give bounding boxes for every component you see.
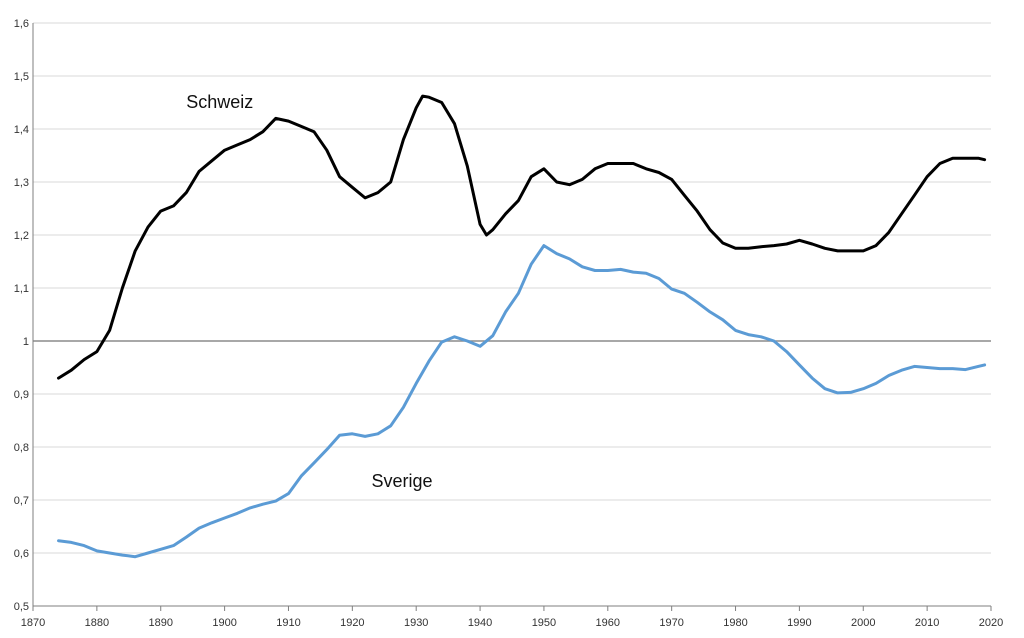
y-tick-label: 0,8 <box>14 442 29 454</box>
series-lines <box>57 94 987 559</box>
y-tick-label: 1,5 <box>14 71 29 83</box>
annotation-sverige: Sverige <box>371 471 432 491</box>
x-tick-label: 1920 <box>340 617 364 629</box>
x-tick-label: 1900 <box>212 617 236 629</box>
x-tick-labels: 1870 1880 1890 1900 1910 1920 1930 1940 1950 1960… <box>21 606 1003 629</box>
x-tick-label: 1990 <box>787 617 811 629</box>
y-tick-labels: 0,5 0,6 0,7 0,8 0,9 1 1,1 1,2 1,3 1,4 1,5 1,6 <box>14 18 29 613</box>
x-tick-label: 1940 <box>468 617 492 629</box>
series-line-schweiz <box>57 94 987 380</box>
x-tick-label: 2000 <box>851 617 875 629</box>
gridlines <box>33 22 991 554</box>
x-tick-label: 2020 <box>979 617 1003 629</box>
y-tick-label: 0,9 <box>14 389 29 401</box>
x-tick-label: 1970 <box>659 617 683 629</box>
x-tick-label: 1960 <box>596 617 620 629</box>
y-tick-label: 1,3 <box>14 177 29 189</box>
x-tick-label: 1880 <box>85 617 109 629</box>
axes <box>32 23 991 607</box>
x-tick-label: 1930 <box>404 617 428 629</box>
y-tick-label: 1,1 <box>14 283 29 295</box>
x-tick-label: 1870 <box>21 617 45 629</box>
y-tick-label: 0,6 <box>14 548 29 560</box>
y-tick-label: 0,7 <box>14 495 29 507</box>
series-annotations: Schweiz Sverige <box>186 92 432 491</box>
x-tick-label: 1980 <box>723 617 747 629</box>
y-tick-label: 0,5 <box>14 601 29 613</box>
x-tick-label: 1890 <box>148 617 172 629</box>
annotation-schweiz: Schweiz <box>186 92 253 112</box>
x-tick-label: 1950 <box>532 617 556 629</box>
y-tick-label: 1,2 <box>14 230 29 242</box>
y-tick-label: 1,6 <box>14 18 29 30</box>
y-tick-label: 1 <box>23 336 29 348</box>
y-tick-label: 1,4 <box>14 124 29 136</box>
x-tick-label: 2010 <box>915 617 939 629</box>
series-line-sverige <box>57 244 987 559</box>
x-tick-label: 1910 <box>276 617 300 629</box>
